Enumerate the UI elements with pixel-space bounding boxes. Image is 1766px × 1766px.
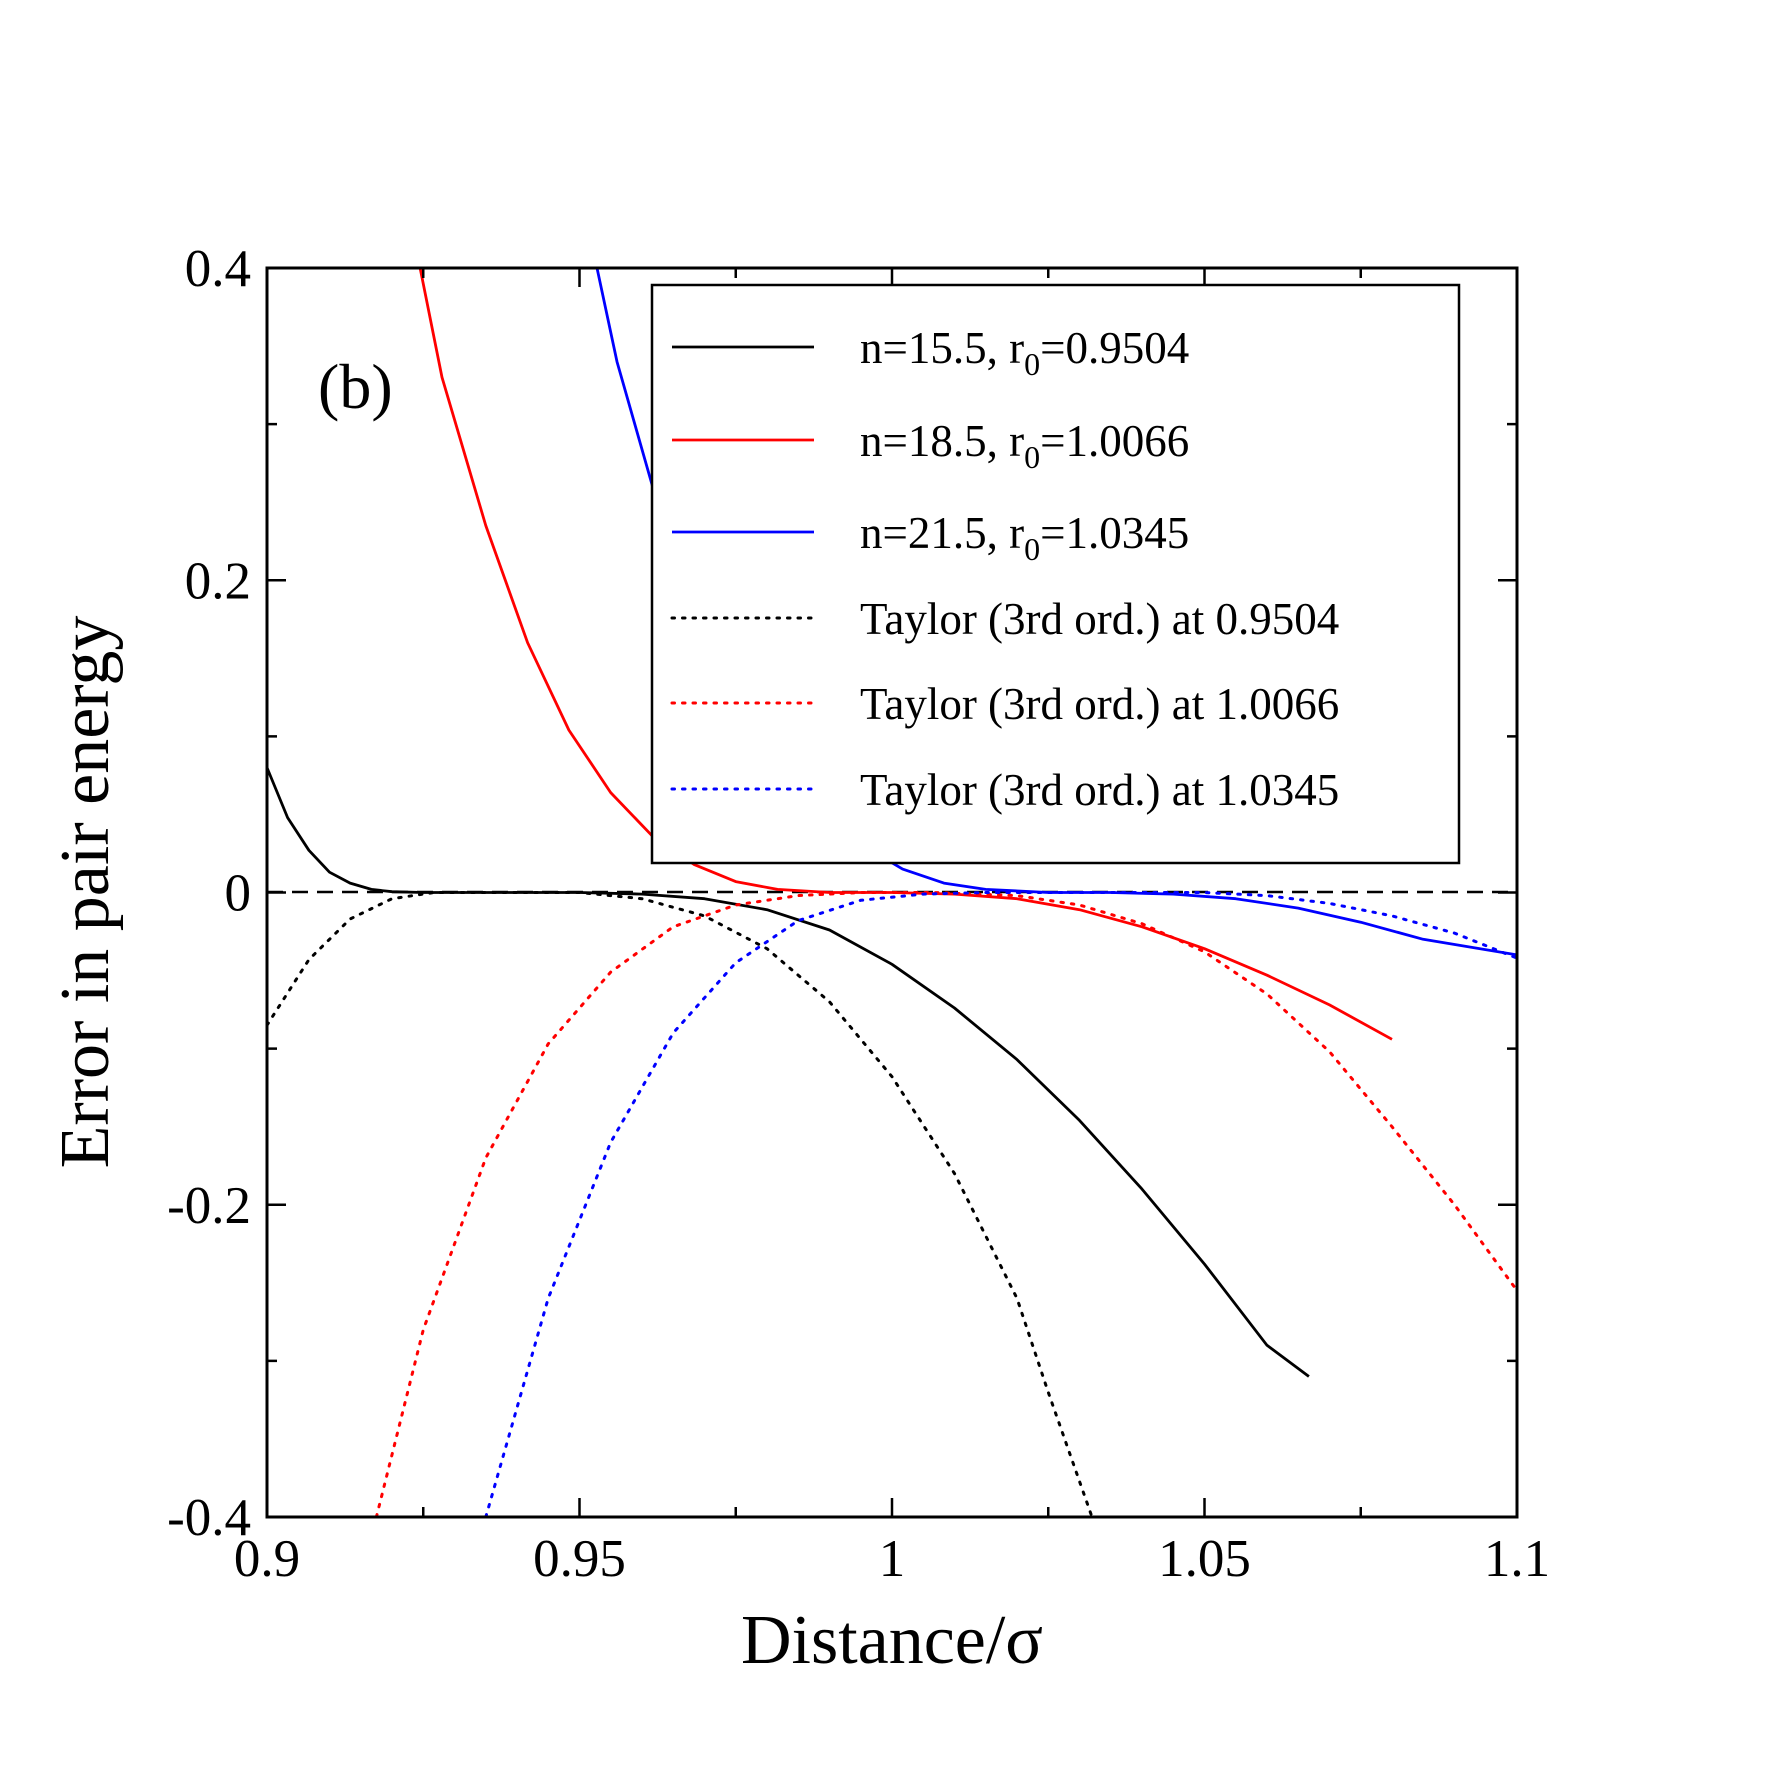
legend-label-5: Taylor (3rd ord.) at 1.0066 [860, 679, 1339, 729]
legend-label-6: Taylor (3rd ord.) at 1.0345 [860, 765, 1339, 815]
y-tick-label: 0 [225, 865, 252, 923]
series-line-4 [267, 891, 1094, 1517]
x-tick-label: 1.05 [1158, 1530, 1251, 1588]
y-tick-label: -0.2 [167, 1177, 251, 1235]
series-layer [267, 268, 1517, 1517]
legend-box [650, 283, 1461, 865]
series-line-6 [484, 891, 1517, 1517]
tick-label-layer: 0.9 0.95 1 1.05 1.1 -0.4 -0.2 0 0.2 0.4 [167, 240, 1550, 1588]
y-tick-label: 0.2 [185, 552, 251, 610]
x-tick-label: 0.95 [533, 1530, 626, 1588]
x-tick-label: 0.9 [234, 1530, 300, 1588]
series-line-5 [374, 891, 1517, 1517]
legend-label-2: n=18.5, r0=1.0066 [860, 416, 1189, 475]
y-tick-label: -0.4 [167, 1489, 251, 1547]
panel-label: (b) [318, 351, 393, 422]
x-tick-label: 1.1 [1484, 1530, 1550, 1588]
y-tick-label: 0.4 [185, 240, 251, 298]
legend-label-4: Taylor (3rd ord.) at 0.9504 [860, 594, 1339, 644]
series-line-2 [418, 268, 1393, 1041]
plot-frame [265, 266, 1519, 1519]
legend-label-3: n=21.5, r0=1.0345 [860, 508, 1189, 567]
x-tick-label: 1 [879, 1530, 906, 1588]
series-line-1 [267, 767, 1310, 1378]
x-axis-title: Distance/σ [741, 1602, 1043, 1679]
y-axis-title: Error in pair energy [47, 616, 124, 1169]
